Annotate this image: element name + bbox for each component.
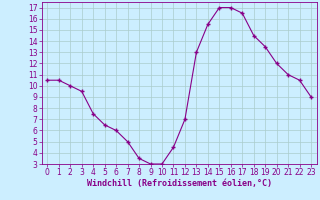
X-axis label: Windchill (Refroidissement éolien,°C): Windchill (Refroidissement éolien,°C) [87,179,272,188]
